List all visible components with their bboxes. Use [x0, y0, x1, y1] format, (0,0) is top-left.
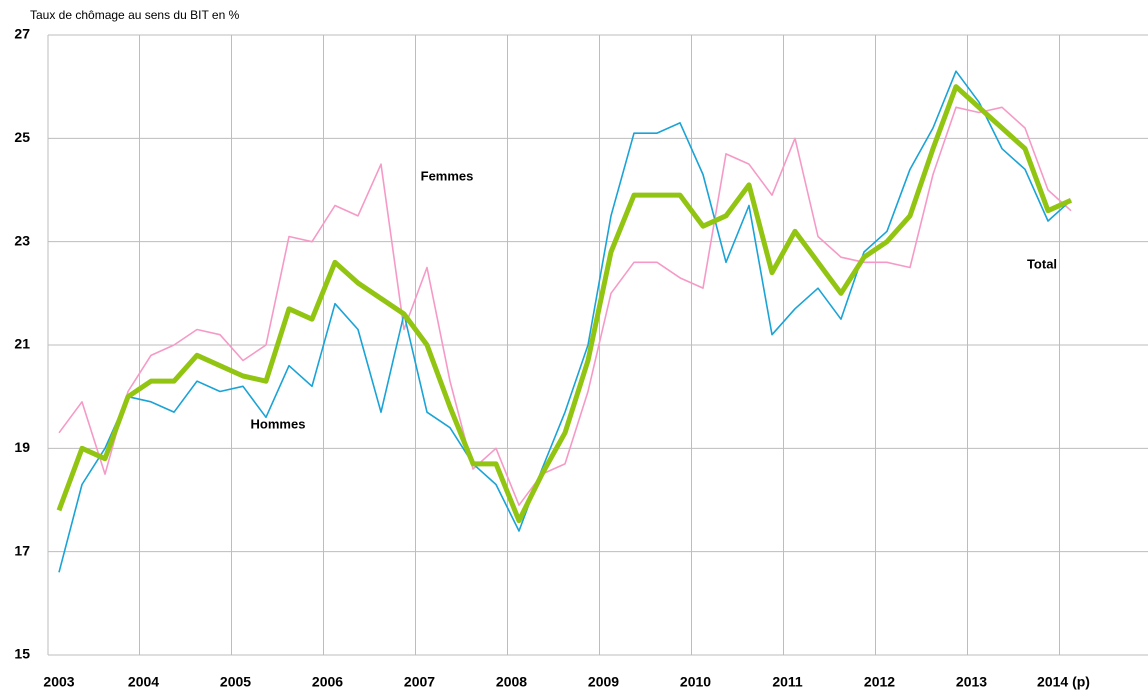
x-tick-label: 2008 [496, 674, 527, 690]
series-label: Total [1027, 256, 1057, 271]
x-tick-label: 2003 [43, 674, 74, 690]
x-tick-label: 2006 [312, 674, 343, 690]
series-line [58, 70, 1072, 573]
x-tick-label: 2010 [680, 674, 711, 690]
x-tick-label: 2009 [588, 674, 619, 690]
series-label: Femmes [421, 168, 474, 183]
y-tick-label: 27 [14, 26, 30, 42]
x-tick-label: 2012 [864, 674, 895, 690]
x-tick-label: 2007 [404, 674, 435, 690]
y-tick-label: 15 [14, 646, 30, 662]
x-tick-label: 2013 [956, 674, 987, 690]
series-line [58, 106, 1072, 506]
x-tick-label: 2005 [220, 674, 251, 690]
y-tick-label: 17 [14, 542, 30, 558]
x-tick-label: 2011 [772, 674, 803, 690]
y-tick-label: 23 [14, 232, 30, 248]
x-tick-label: 2004 [128, 674, 159, 690]
series-line [56, 84, 1073, 524]
axis-title: Taux de chômage au sens du BIT en % [30, 8, 240, 22]
y-tick-label: 19 [14, 439, 30, 455]
y-tick-label: 21 [14, 336, 30, 352]
x-tick-label: 2014 (p) [1037, 674, 1090, 690]
series-label: Hommes [251, 416, 306, 431]
y-tick-label: 25 [14, 129, 30, 145]
